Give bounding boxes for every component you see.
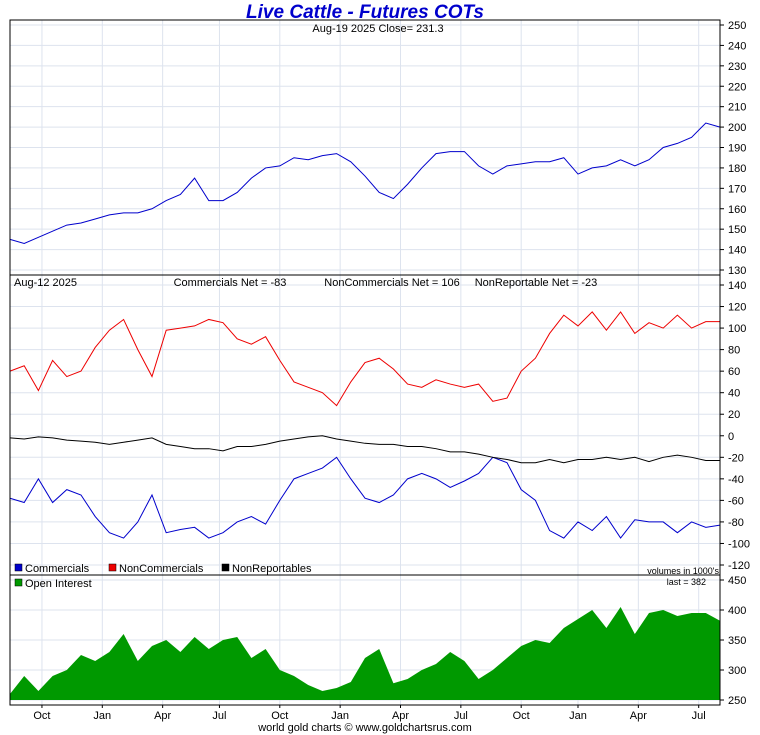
y-tick-label: -120	[728, 560, 750, 572]
panel-frame	[9, 274, 721, 576]
y-tick-label: 300	[728, 665, 746, 677]
y-tick-label: 250	[728, 20, 746, 32]
price-subtitle: Aug-19 2025 Close= 231.3	[312, 23, 443, 35]
footer-credit: world gold charts © www.goldchartsrus.co…	[258, 722, 472, 734]
x-tick-label: Oct	[33, 710, 50, 722]
price-line	[9, 122, 721, 244]
legend-swatch	[221, 563, 230, 572]
y-tick-label: -20	[728, 452, 744, 464]
x-tick-label: Oct	[271, 710, 288, 722]
y-tick-label: 240	[728, 40, 746, 52]
cot-net-annotation: Commercials Net = -83	[174, 277, 287, 289]
y-tick-label: 210	[728, 102, 746, 114]
legend-swatch	[14, 578, 23, 587]
commercials-line	[9, 456, 721, 539]
legend-label: NonCommercials	[119, 563, 204, 575]
x-tick-label: Apr	[630, 710, 647, 722]
y-tick-label: 60	[728, 366, 740, 378]
x-tick-label: Oct	[513, 710, 530, 722]
x-tick-label: Jan	[93, 710, 111, 722]
y-tick-label: 170	[728, 183, 746, 195]
y-tick-label: 130	[728, 265, 746, 277]
legend-label: Open Interest	[25, 578, 92, 590]
x-tick-label: Jul	[454, 710, 468, 722]
cot-net-annotation: NonCommercials Net = 106	[324, 277, 459, 289]
y-tick-label: 450	[728, 575, 746, 587]
y-tick-label: 250	[728, 695, 746, 707]
y-tick-label: 120	[728, 302, 746, 314]
y-tick-label: 150	[728, 224, 746, 236]
y-tick-label: 160	[728, 204, 746, 216]
y-tick-label: 40	[728, 388, 740, 400]
y-tick-label: -80	[728, 517, 744, 529]
y-tick-label: -100	[728, 538, 750, 550]
legend-swatch	[108, 563, 117, 572]
y-tick-label: 20	[728, 409, 740, 421]
y-tick-label: -60	[728, 495, 744, 507]
x-tick-label: Jan	[331, 710, 349, 722]
y-tick-label: -40	[728, 474, 744, 486]
cot-net-annotation: NonReportable Net = -23	[475, 277, 598, 289]
chart-title: Live Cattle - Futures COTs	[246, 2, 484, 23]
y-tick-label: 100	[728, 323, 746, 335]
y-tick-label: 350	[728, 635, 746, 647]
legend-label: Commercials	[25, 563, 90, 575]
open-interest-area	[10, 607, 720, 700]
y-tick-label: 230	[728, 61, 746, 73]
legend-swatch	[14, 563, 23, 572]
x-tick-label: Jan	[569, 710, 587, 722]
cot-date-label: Aug-12 2025	[14, 277, 77, 289]
y-tick-label: 220	[728, 81, 746, 93]
x-tick-label: Jul	[692, 710, 706, 722]
y-tick-label: 190	[728, 143, 746, 155]
volume-note: volumes in 1000's	[647, 566, 719, 576]
x-tick-label: Apr	[154, 710, 171, 722]
y-tick-label: 80	[728, 345, 740, 357]
y-tick-label: 0	[728, 431, 734, 443]
y-tick-label: 200	[728, 122, 746, 134]
noncommercials-line	[9, 311, 720, 407]
y-tick-label: 140	[728, 245, 746, 257]
legend-label: NonReportables	[232, 563, 312, 575]
nonreportables-line	[9, 435, 720, 464]
panel-frame	[9, 574, 721, 706]
x-tick-label: Jul	[212, 710, 226, 722]
y-tick-label: 180	[728, 163, 746, 175]
last-value-note: last = 382	[667, 577, 706, 587]
y-tick-label: 400	[728, 605, 746, 617]
x-tick-label: Apr	[392, 710, 409, 722]
y-tick-label: 140	[728, 280, 746, 292]
